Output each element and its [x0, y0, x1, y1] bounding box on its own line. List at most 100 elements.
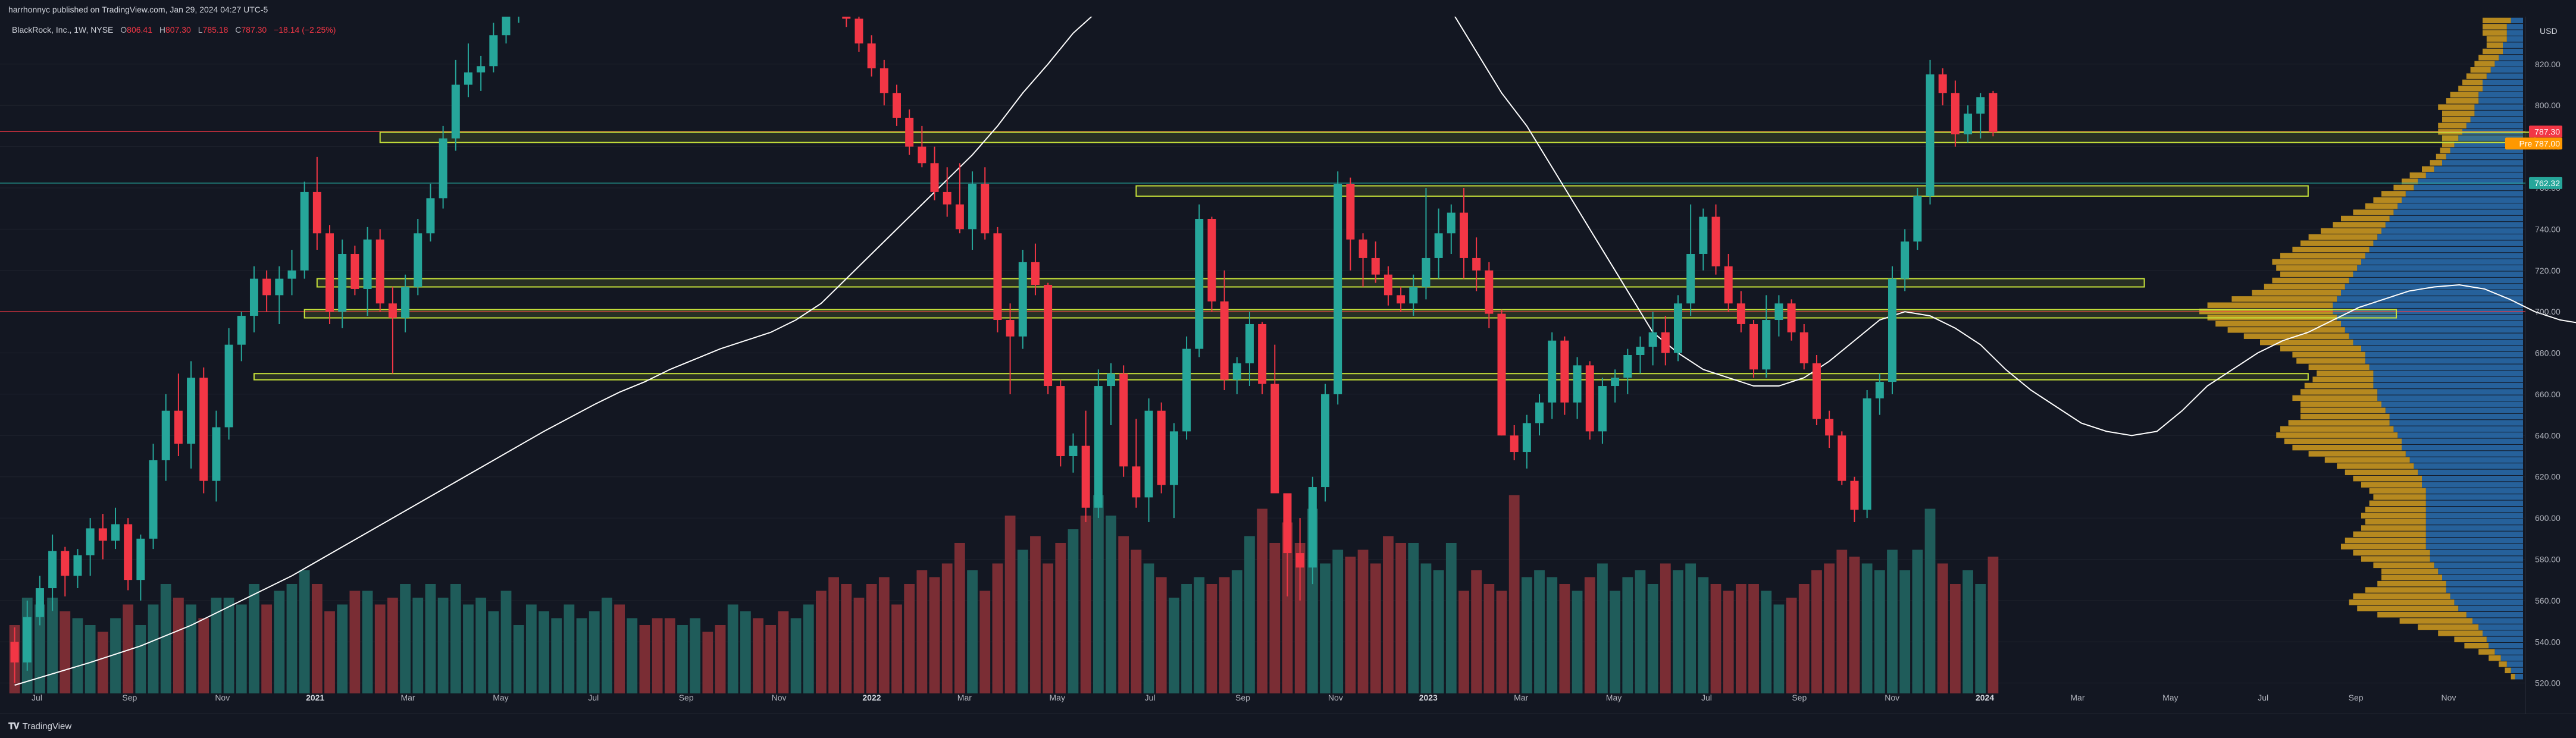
candle[interactable]: [174, 373, 183, 457]
candle[interactable]: [1018, 250, 1027, 349]
candle[interactable]: [1913, 187, 1922, 250]
candle[interactable]: [249, 266, 258, 332]
candle[interactable]: [1132, 419, 1141, 508]
candle[interactable]: [48, 534, 57, 611]
candle[interactable]: [1397, 287, 1406, 312]
candle[interactable]: [1976, 93, 1985, 139]
candle[interactable]: [918, 125, 927, 168]
candle[interactable]: [1283, 493, 1292, 596]
candle[interactable]: [1270, 344, 1279, 494]
candle[interactable]: [1308, 476, 1317, 585]
candle[interactable]: [489, 23, 498, 73]
candle[interactable]: [136, 534, 145, 601]
candle[interactable]: [375, 229, 384, 312]
candle[interactable]: [237, 312, 246, 362]
candle[interactable]: [981, 167, 990, 240]
candle[interactable]: [1989, 90, 1998, 137]
candle[interactable]: [1497, 309, 1506, 436]
candle[interactable]: [1901, 229, 1910, 291]
candle[interactable]: [1069, 433, 1078, 473]
candle[interactable]: [993, 227, 1002, 332]
candle[interactable]: [893, 84, 901, 126]
zone-rectangle[interactable]: [316, 278, 2145, 288]
candle[interactable]: [1371, 241, 1380, 283]
candle[interactable]: [161, 394, 170, 481]
candle[interactable]: [1863, 390, 1871, 519]
candle[interactable]: [1926, 59, 1935, 205]
candle[interactable]: [1598, 378, 1607, 444]
candle[interactable]: [1648, 312, 1657, 366]
candle[interactable]: [124, 518, 133, 591]
candle[interactable]: [502, 17, 511, 44]
candle[interactable]: [930, 146, 939, 200]
candle[interactable]: [1144, 398, 1153, 523]
candle[interactable]: [1560, 336, 1569, 415]
candle[interactable]: [338, 239, 347, 328]
candle[interactable]: [1938, 68, 1947, 106]
candle[interactable]: [401, 274, 410, 332]
candle[interactable]: [10, 627, 19, 683]
candle[interactable]: [1799, 324, 1808, 370]
candle[interactable]: [35, 576, 44, 626]
candle[interactable]: [312, 156, 321, 250]
candle[interactable]: [867, 35, 876, 77]
candle[interactable]: [1749, 320, 1758, 378]
candle[interactable]: [842, 17, 851, 27]
candle[interactable]: [451, 59, 460, 151]
candle[interactable]: [1548, 332, 1557, 419]
candle[interactable]: [879, 59, 888, 106]
zone-rectangle[interactable]: [1135, 185, 2309, 197]
candle[interactable]: [1384, 266, 1392, 306]
candle[interactable]: [287, 250, 296, 296]
candle[interactable]: [73, 549, 82, 589]
candle[interactable]: [1888, 266, 1896, 394]
candle[interactable]: [1157, 402, 1166, 494]
candle[interactable]: [1736, 291, 1745, 332]
candle[interactable]: [262, 270, 271, 312]
price-axis[interactable]: 820.00800.00780.00760.00740.00720.00700.…: [2535, 59, 2561, 688]
candle[interactable]: [350, 246, 359, 296]
candle[interactable]: [414, 219, 422, 296]
candle[interactable]: [1434, 208, 1443, 279]
candle[interactable]: [1724, 253, 1733, 312]
candle[interactable]: [1522, 414, 1531, 469]
candle[interactable]: [1472, 237, 1481, 291]
candle[interactable]: [1182, 336, 1191, 440]
candle[interactable]: [275, 266, 284, 324]
candle[interactable]: [1031, 243, 1040, 296]
candle[interactable]: [1699, 208, 1708, 271]
candle[interactable]: [943, 167, 951, 217]
candle[interactable]: [1686, 204, 1695, 316]
candle[interactable]: [1094, 369, 1103, 519]
candle[interactable]: [1812, 355, 1821, 425]
candle[interactable]: [363, 227, 372, 316]
candle[interactable]: [1245, 312, 1254, 387]
candle[interactable]: [111, 507, 120, 549]
candle[interactable]: [1636, 336, 1645, 374]
candle[interactable]: [23, 600, 32, 671]
candle[interactable]: [1535, 394, 1544, 436]
candle[interactable]: [1611, 369, 1620, 403]
candle[interactable]: [300, 181, 309, 279]
candle[interactable]: [1459, 187, 1468, 279]
candle[interactable]: [1056, 379, 1065, 467]
candle[interactable]: [1107, 363, 1115, 425]
candle[interactable]: [1585, 361, 1594, 440]
candle[interactable]: [1409, 274, 1418, 316]
candle[interactable]: [439, 125, 447, 209]
candle[interactable]: [905, 109, 914, 155]
candle[interactable]: [86, 518, 95, 576]
candle[interactable]: [325, 225, 334, 324]
candle[interactable]: [199, 367, 208, 494]
price-chart[interactable]: 820.00800.00780.00760.00740.00720.00700.…: [0, 17, 2576, 714]
candle[interactable]: [1485, 262, 1494, 328]
candle[interactable]: [1321, 384, 1330, 502]
candle[interactable]: [1964, 105, 1973, 143]
candle[interactable]: [1875, 373, 1884, 415]
candle[interactable]: [1295, 518, 1304, 601]
zone-rectangle[interactable]: [303, 309, 2397, 319]
candle[interactable]: [224, 328, 233, 440]
candle[interactable]: [855, 17, 863, 52]
candle[interactable]: [388, 287, 397, 374]
candle[interactable]: [1850, 476, 1859, 523]
